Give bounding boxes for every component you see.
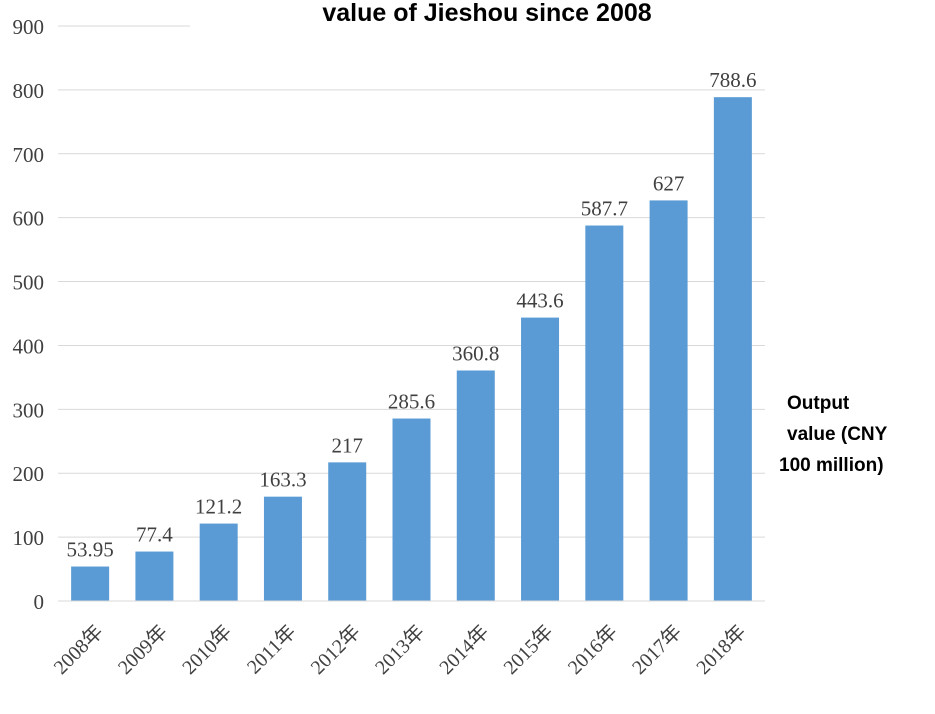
data-label: 163.3 [259, 468, 306, 492]
bar [328, 462, 367, 601]
y-axis-label-line-3: 100 million) [779, 455, 884, 476]
x-tick-label: 2018年 [692, 620, 751, 679]
data-label: 587.7 [581, 197, 628, 221]
bar [263, 496, 302, 601]
y-tick-label: 500 [13, 271, 45, 295]
x-tick-label: 2011年 [242, 620, 300, 678]
bar [392, 418, 431, 601]
data-label: 121.2 [195, 495, 242, 519]
x-tick-label: 2013年 [370, 620, 429, 679]
chart-title: value of Jieshou since 2008 [322, 0, 651, 27]
x-axis-categories: 2008年 2009年 2010年 2011年 2012年 2013年 2014年 2015年… [49, 620, 750, 679]
data-label: 788.6 [709, 68, 756, 92]
y-tick-label: 200 [13, 462, 45, 486]
x-tick-label: 2008年 [49, 620, 108, 679]
y-tick-label: 600 [13, 207, 45, 231]
y-axis-label-line-1: Output [787, 393, 850, 414]
data-label: 53.95 [67, 538, 114, 562]
y-tick-label: 800 [13, 79, 45, 103]
x-tick-label: 2012年 [306, 620, 365, 679]
x-tick-label: 2017年 [627, 620, 686, 679]
bar [713, 97, 752, 601]
data-label: 217 [331, 433, 363, 457]
data-label: 360.8 [452, 341, 499, 365]
y-tick-label: 400 [13, 334, 45, 358]
x-tick-label: 2014年 [435, 620, 494, 679]
x-tick-label: 2016年 [563, 620, 622, 679]
bar [456, 370, 495, 601]
x-tick-label: 2015年 [499, 620, 558, 679]
bar [521, 317, 560, 601]
bar [135, 551, 174, 601]
y-axis-label-line-2: value (CNY [787, 424, 888, 445]
bars [71, 97, 752, 601]
data-label: 285.6 [388, 390, 435, 414]
title-backdrop [190, 0, 770, 38]
bar [71, 566, 110, 601]
y-tick-label: 900 [13, 15, 45, 39]
bar [585, 225, 624, 601]
bar [199, 523, 238, 601]
y-tick-label: 0 [34, 590, 45, 614]
y-tick-label: 100 [13, 526, 45, 550]
bar [649, 200, 688, 601]
y-axis-ticks: 0 100 200 300 400 500 600 700 800 900 [13, 15, 45, 614]
x-tick-label: 2010年 [178, 620, 237, 679]
data-label: 443.6 [516, 289, 563, 313]
y-tick-label: 700 [13, 143, 45, 167]
y-axis-label: Output value (CNY 100 million) [779, 393, 888, 476]
data-label: 627 [653, 171, 685, 195]
y-tick-label: 300 [13, 398, 45, 422]
data-label: 77.4 [136, 523, 173, 547]
data-labels: 53.95 77.4 121.2 163.3 217 285.6 360.8 443.6 587… [67, 68, 757, 561]
x-tick-label: 2009年 [113, 620, 172, 679]
